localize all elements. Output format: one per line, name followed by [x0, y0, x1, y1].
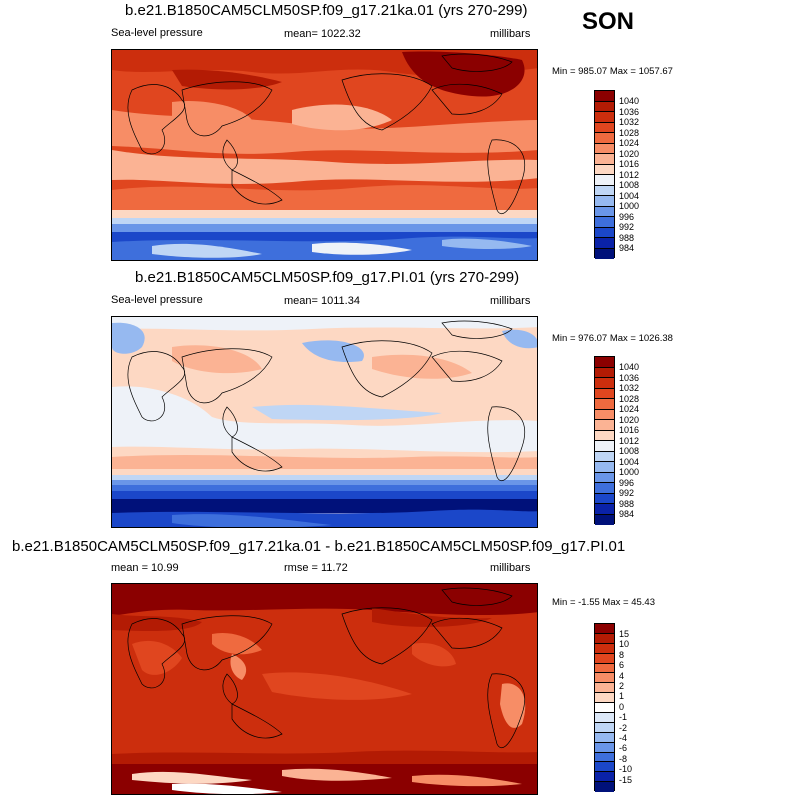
cbar-label: 996	[619, 211, 635, 222]
panel2-colorbar	[594, 356, 615, 525]
cbar-label: 984	[619, 509, 635, 519]
cbar-label: 1032	[619, 383, 640, 393]
panel1-mean-label: mean= 1022.32	[284, 28, 361, 40]
cbar-label: 1036	[619, 372, 640, 383]
cbar-label: -1	[619, 712, 628, 723]
panel2-map	[111, 316, 538, 528]
panel2-left-label: Sea-level pressure	[111, 294, 203, 306]
cbar-label: 992	[619, 488, 635, 498]
panel1-minmax: Min = 985.07 Max = 1057.67	[552, 66, 673, 77]
cbar-label: 1016	[619, 425, 640, 435]
cbar-label: 8	[619, 649, 625, 660]
panel3-rmse-label: rmse = 11.72	[284, 562, 348, 574]
cbar-label: -8	[619, 753, 628, 764]
cbar-label: 10	[619, 639, 630, 650]
panel1-left-label: Sea-level pressure	[111, 27, 203, 39]
cbar-label: 1	[619, 691, 625, 702]
cbar-label: 988	[619, 232, 635, 243]
cbar-label: -4	[619, 733, 628, 743]
cbar-label: 15	[619, 629, 630, 639]
cbar-label: 1028	[619, 393, 640, 404]
cbar-label: 992	[619, 222, 635, 232]
cbar-label: 2	[619, 681, 625, 691]
panel1-title: b.e21.B1850CAM5CLM50SP.f09_g17.21ka.01 (…	[125, 2, 528, 19]
panel2-mean-label: mean= 1011.34	[284, 295, 360, 307]
panel2-minmax: Min = 976.07 Max = 1026.38	[552, 333, 673, 344]
panel1-colorbar	[594, 90, 615, 259]
cbar-label: 1008	[619, 180, 640, 190]
panel3-map	[111, 583, 538, 795]
cbar-label: 1012	[619, 435, 640, 446]
cbar-label: -6	[619, 743, 628, 754]
cbar-label: 1040	[619, 362, 640, 372]
cbar-label: 1024	[619, 404, 640, 414]
cbar-label: 1036	[619, 106, 640, 117]
cbar-label: -10	[619, 764, 633, 775]
cbar-label: 1040	[619, 96, 640, 106]
cbar-label: 1000	[619, 467, 640, 477]
cbar-label: 1004	[619, 190, 640, 201]
panel3-colorbar	[594, 623, 615, 793]
panel3-units-label: millibars	[490, 562, 531, 574]
cbar-label: 1024	[619, 138, 640, 148]
cbar-label: 0	[619, 701, 625, 712]
panel2-title: b.e21.B1850CAM5CLM50SP.f09_g17.PI.01 (yr…	[135, 269, 520, 286]
cbar-label: 1004	[619, 456, 640, 467]
cbar-label: 6	[619, 660, 625, 671]
season-label: SON	[582, 8, 635, 35]
cbar-label: 1020	[619, 414, 640, 425]
cbar-label: 984	[619, 243, 635, 253]
cbar-label: 1000	[619, 201, 640, 211]
cbar-label: -2	[619, 722, 628, 733]
panel1-units-label: millibars	[490, 28, 531, 40]
cbar-label: 4	[619, 670, 625, 681]
cbar-label: 1012	[619, 169, 640, 180]
panel1-map	[111, 49, 538, 261]
panel3-title: b.e21.B1850CAM5CLM50SP.f09_g17.21ka.01 -…	[12, 538, 626, 555]
cbar-label: 1008	[619, 446, 640, 456]
panel2-units-label: millibars	[490, 295, 531, 307]
cbar-label: 988	[619, 498, 635, 509]
cbar-label: 1016	[619, 159, 640, 169]
cbar-label: 1032	[619, 117, 640, 127]
cbar-label: 1028	[619, 127, 640, 138]
panel3-mean-label: mean = 10.99	[111, 562, 179, 574]
cbar-label: 996	[619, 477, 635, 488]
cbar-label: -15	[619, 774, 633, 785]
cbar-label: 1020	[619, 148, 640, 159]
panel3-minmax: Min = -1.55 Max = 45.43	[552, 597, 655, 608]
